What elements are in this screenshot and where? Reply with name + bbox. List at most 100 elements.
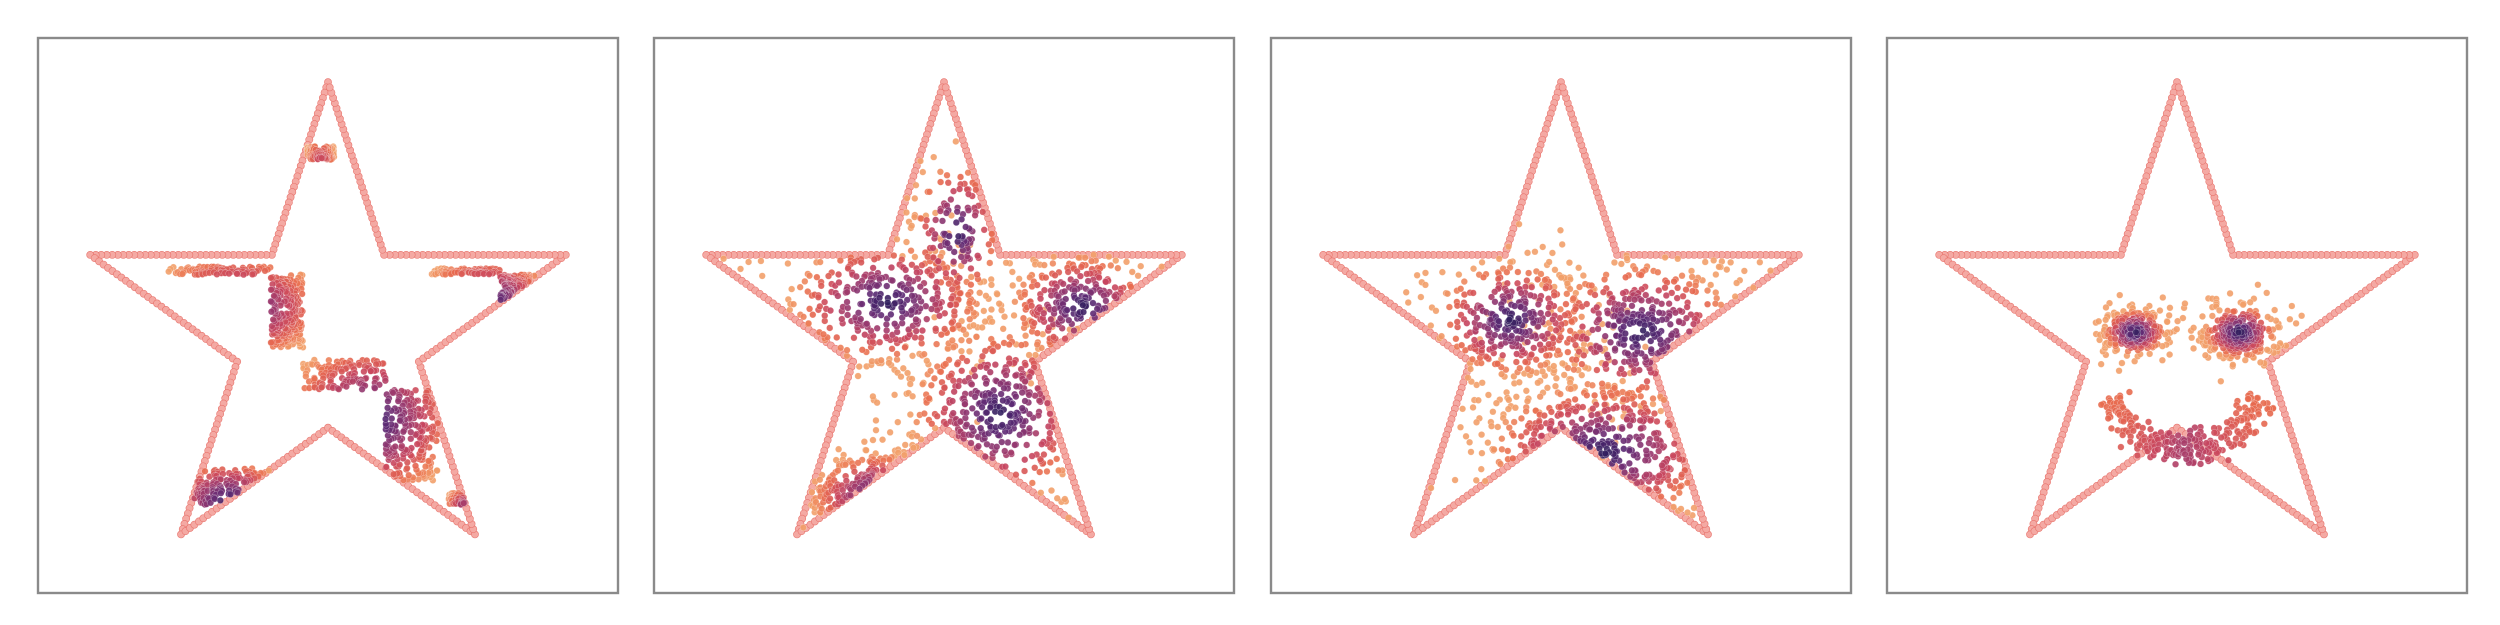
panel-2-point-738: [954, 382, 962, 390]
panel-2-point-709: [835, 278, 843, 287]
panel-3-point-237: [1712, 288, 1720, 297]
panel-3-point-1025: [1620, 437, 1628, 445]
panel-1-point-1046: [391, 443, 399, 451]
panel-3-point-592: [1564, 410, 1572, 418]
panel-2-point-684: [826, 306, 835, 315]
panel-2-point-691: [918, 326, 926, 335]
panel-2-point-32: [869, 392, 877, 400]
panel-3-point-421: [1682, 286, 1690, 294]
panel-3-point-74: [1417, 293, 1425, 301]
panel-2-point-724: [861, 331, 869, 339]
panel-2-point-229: [1081, 254, 1089, 262]
panel-3-point-541: [1557, 410, 1565, 418]
panel-2-point-872: [1032, 429, 1040, 437]
panel-4-point-32: [2188, 334, 2196, 342]
panel-4-point-31: [2173, 325, 2181, 333]
panel-2-point-827: [986, 368, 994, 376]
panel-3-point-985: [1625, 459, 1633, 467]
panel-2-point-1105: [953, 208, 961, 216]
panel-1-point-998: [407, 428, 415, 436]
panel-2-point-392: [949, 325, 957, 333]
panel-2-point-983: [1011, 441, 1019, 449]
panel-2-point-257: [1049, 259, 1057, 268]
panel-1-point-705: [213, 270, 221, 278]
panel-2-point-840: [931, 230, 939, 238]
panel-3-point-277: [1588, 381, 1596, 389]
panel-3-point-110: [1464, 374, 1472, 382]
panel-2-point-623: [1083, 270, 1091, 278]
panel-3-point-799: [1637, 296, 1646, 304]
panel-3-point-445: [1512, 358, 1520, 366]
panel-2-point-751: [948, 397, 957, 405]
panel-2-point-356: [943, 171, 951, 179]
panel-3-point-212: [1670, 503, 1678, 511]
panel-3-point-352: [1503, 268, 1511, 276]
panel-3-point-665: [1617, 365, 1625, 373]
panel-4-frame: [1885, 36, 2469, 595]
panel-2-point-561: [978, 352, 987, 360]
panel-2-point-993: [982, 380, 990, 388]
panel-1-boundary-point-329: [325, 83, 334, 92]
panel-3-point-311: [1654, 268, 1662, 276]
panel-3-point-86: [1565, 259, 1573, 267]
panel-3-point-697: [1588, 411, 1596, 419]
panel-3-point-495: [1666, 421, 1674, 429]
panel-2-point-741: [932, 283, 940, 291]
panel-3-point-469: [1542, 284, 1550, 292]
panel-3-point-927: [1605, 425, 1613, 433]
panel-3-point-303: [1649, 395, 1657, 403]
panel-4: [1885, 36, 2469, 595]
panel-2-point-38: [872, 426, 880, 434]
panel-3-point-90: [1462, 432, 1470, 440]
panel-3-point-834: [1537, 309, 1545, 317]
panel-3-point-601: [1673, 294, 1681, 302]
panel-3-point-135: [1578, 371, 1586, 379]
panel-3-point-186: [1470, 265, 1478, 273]
panel-2-point-673: [1036, 295, 1045, 303]
panel-2-point-155: [982, 292, 990, 300]
panel-3-point-1: [1478, 431, 1486, 439]
panel-2-point-351: [925, 188, 934, 196]
panel-3-point-316: [1457, 285, 1465, 293]
panel-3-point-734: [1544, 310, 1552, 318]
panel-3-point-402: [1638, 383, 1646, 391]
panel-3-point-735: [1559, 423, 1567, 431]
panel-3-point-62: [1469, 403, 1477, 412]
panel-2-point-694: [1102, 278, 1110, 286]
panel-4-point-22: [2174, 317, 2182, 325]
panel-4-point-2: [2181, 300, 2189, 308]
panel-4-point-1: [2217, 377, 2225, 385]
panel-2-point-404: [806, 305, 814, 313]
panel-2-point-476: [972, 186, 980, 194]
panel-3-point-95: [1733, 279, 1741, 287]
panel-1-point-781: [318, 154, 326, 162]
panel-1-point-1081: [358, 385, 366, 393]
panel-4-point-19: [2166, 351, 2174, 359]
panel-3-point-11: [1556, 226, 1565, 234]
panel-3-point-649: [1593, 303, 1601, 311]
panel-2-point-242: [920, 350, 928, 358]
panel-2-point-345: [1021, 291, 1029, 299]
panel-2-point-103: [902, 208, 910, 217]
panel-2-point-719: [1044, 422, 1053, 431]
panel-3-point-177: [1504, 405, 1512, 413]
panel-3-point-87: [1531, 248, 1539, 256]
panel-2-point-173: [788, 285, 796, 293]
panel-3-point-68: [1548, 249, 1556, 257]
panel-3-point-142: [1731, 293, 1739, 301]
panel-3-point-318: [1517, 414, 1525, 423]
panel-2-point-1063: [1016, 431, 1024, 439]
panel-3-point-780: [1637, 424, 1645, 433]
panel-2-point-1142: [858, 300, 866, 308]
panel-3-point-107: [1466, 438, 1474, 446]
panel-3-point-881: [1601, 332, 1609, 340]
panel-3-point-510: [1661, 284, 1669, 292]
panel-3-point-667: [1478, 339, 1486, 347]
panel-2-point-587: [979, 208, 987, 216]
panel-2-point-338: [1043, 467, 1051, 475]
panel-2-point-206: [789, 300, 798, 308]
panel-3-point-741: [1653, 435, 1661, 443]
panel-2-point-655: [1046, 429, 1054, 437]
panel-1-point-717: [248, 270, 256, 278]
panel-2-point-793: [971, 372, 979, 380]
